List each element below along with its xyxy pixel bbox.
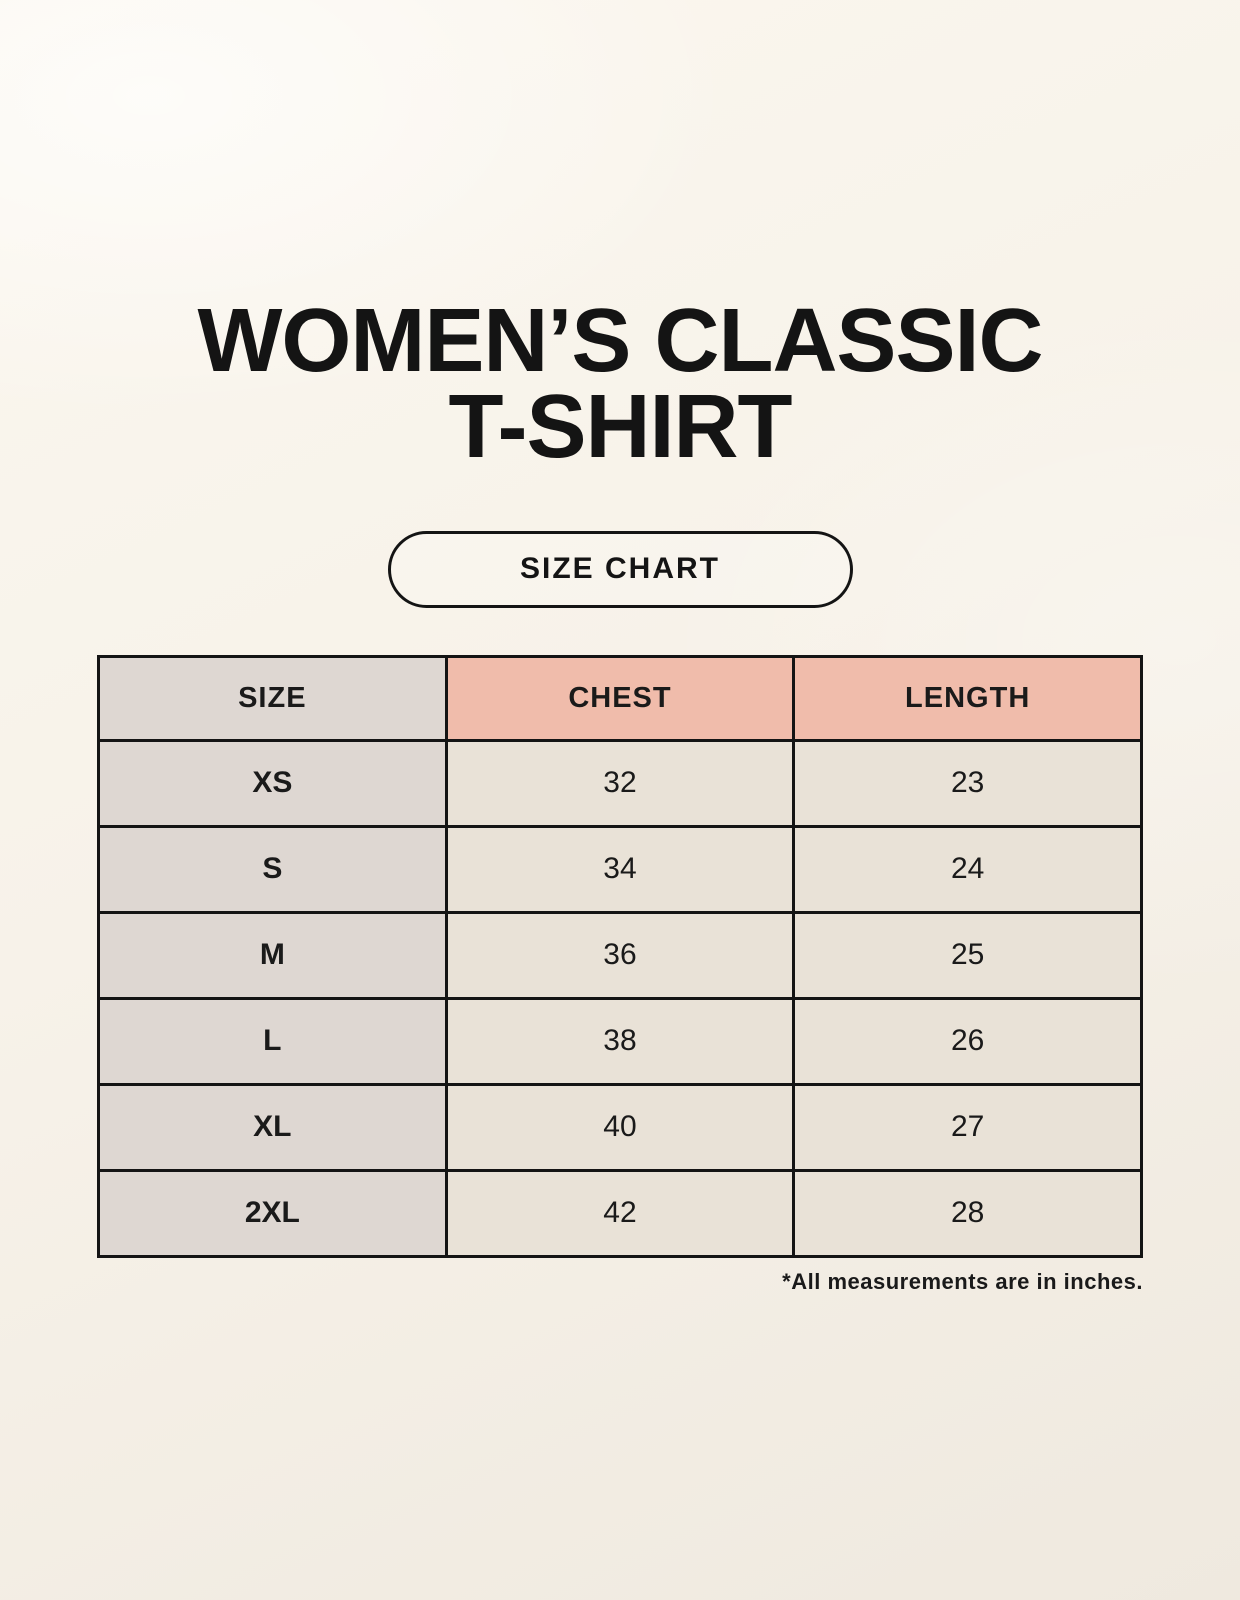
size-cell: S	[97, 824, 448, 914]
column-header-chest: CHEST	[444, 654, 796, 742]
size-cell: XS	[97, 738, 448, 828]
page-title-line-1: WOMEN’S CLASSIC	[197, 291, 1043, 391]
size-chart-table: SIZE CHEST LENGTH XS 32 23 S 34 24 M 36 …	[97, 654, 1143, 1258]
length-cell: 28	[792, 1168, 1143, 1258]
table-header-row: SIZE CHEST LENGTH	[97, 654, 1143, 742]
table-row: XS 32 23	[97, 738, 1143, 828]
size-cell: 2XL	[97, 1168, 448, 1258]
column-header-length: LENGTH	[792, 654, 1143, 742]
chest-cell: 34	[444, 824, 796, 914]
table-row: 2XL 42 28	[97, 1168, 1143, 1258]
table-row: L 38 26	[97, 996, 1143, 1086]
chest-cell: 40	[444, 1082, 796, 1172]
size-chart-button[interactable]: SIZE CHART	[387, 530, 853, 608]
table-row: XL 40 27	[97, 1082, 1143, 1172]
page-title: WOMEN’S CLASSIC T-SHIRT	[0, 0, 1240, 478]
chest-cell: 32	[444, 738, 796, 828]
column-header-size: SIZE	[97, 654, 448, 742]
length-cell: 25	[792, 910, 1143, 1000]
size-cell: L	[97, 996, 448, 1086]
measurements-footnote: *All measurements are in inches.	[782, 1268, 1143, 1294]
length-cell: 23	[792, 738, 1143, 828]
size-cell: M	[97, 910, 448, 1000]
length-cell: 27	[792, 1082, 1143, 1172]
chest-cell: 42	[444, 1168, 796, 1258]
table-row: S 34 24	[97, 824, 1143, 914]
chest-cell: 36	[444, 910, 796, 1000]
chest-cell: 38	[444, 996, 796, 1086]
page-title-line-2: T-SHIRT	[448, 377, 793, 478]
table-row: M 36 25	[97, 910, 1143, 1000]
size-cell: XL	[97, 1082, 448, 1172]
length-cell: 24	[792, 824, 1143, 914]
size-chart-button-label: SIZE CHART	[520, 552, 720, 586]
length-cell: 26	[792, 996, 1143, 1086]
